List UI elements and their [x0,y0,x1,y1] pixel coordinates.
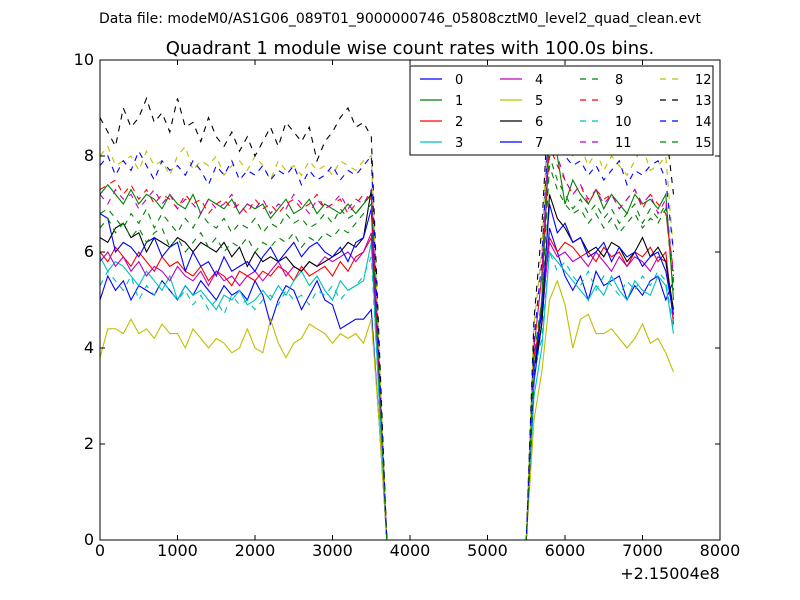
legend-label-8: 8 [615,73,623,88]
series-line-1 [100,131,675,540]
plot-lines [100,79,675,540]
y-tick-label: 4 [84,338,94,357]
legend-label-0: 0 [455,73,463,88]
series-line-6 [100,189,675,540]
y-tick-label: 10 [74,50,94,69]
data-file-label: Data file: modeM0/AS1G06_089T01_90000007… [99,11,701,27]
series-line-10 [100,251,675,540]
y-tick-label: 0 [84,530,94,549]
legend-label-3: 3 [455,136,463,151]
x-tick-label: 1000 [157,541,198,560]
legend-label-5: 5 [535,94,543,109]
series-line-14 [100,107,675,540]
series-line-12 [100,79,675,540]
series-line-3 [100,242,675,540]
series-line-5 [100,279,675,540]
x-offset-label: +2.15004e8 [620,564,720,583]
series-line-15 [100,165,675,540]
x-tick-label: 3000 [312,541,353,560]
legend-label-2: 2 [455,115,463,130]
chart-title: Quadrant 1 module wise count rates with … [166,38,655,59]
legend-label-14: 14 [695,115,712,130]
legend-label-10: 10 [615,115,632,130]
y-tick-label: 8 [84,146,94,165]
x-tick-label: 6000 [545,541,586,560]
legend-label-4: 4 [535,73,543,88]
series-line-7 [100,203,675,540]
legend-label-6: 6 [535,115,543,130]
legend-label-12: 12 [695,73,712,88]
x-tick-label: 7000 [622,541,663,560]
x-tick-label: 4000 [390,541,431,560]
series-line-9 [100,146,675,540]
series-line-11 [100,117,675,540]
legend-label-15: 15 [695,136,712,151]
legend-label-1: 1 [455,94,463,109]
x-tick-label: 8000 [700,541,741,560]
y-tick-label: 6 [84,242,94,261]
y-tick-label: 2 [84,434,94,453]
series-line-8 [100,155,675,540]
legend-box [409,65,714,156]
legend-label-9: 9 [615,94,623,109]
x-tick-label: 2000 [235,541,276,560]
x-tick-label: 0 [95,541,105,560]
series-line-4 [100,232,675,540]
series-line-2 [100,235,675,540]
x-tick-label: 5000 [467,541,508,560]
legend-label-7: 7 [535,136,543,151]
series-line-0 [100,227,675,540]
legend-label-11: 11 [615,136,632,151]
legend-label-13: 13 [695,94,712,109]
